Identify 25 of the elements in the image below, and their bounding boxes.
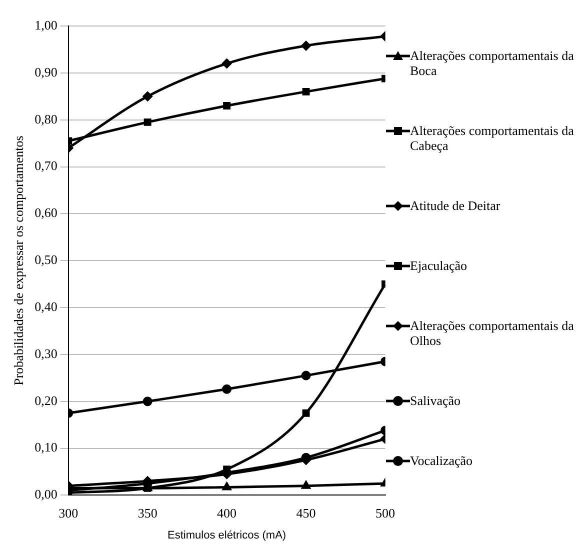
x-tick-label: 500: [376, 505, 395, 520]
y-tick-label: 0,20: [34, 392, 58, 408]
y-tick-label: 0,80: [34, 111, 58, 126]
x-tick-label: 400: [217, 505, 237, 520]
y-tick-label: 0,30: [34, 346, 58, 361]
x-tick-label: 450: [296, 505, 316, 520]
y-tick-label: 1,00: [34, 17, 58, 32]
y-tick-label: 0,00: [34, 486, 58, 502]
legend-label: Atitude de Deitar: [410, 198, 500, 213]
x-tick-label: 300: [58, 505, 78, 520]
y-tick-label: 0,10: [34, 440, 58, 455]
legend-label: Alterações comportamentais da Boca: [410, 48, 575, 78]
legend-label: Salivação: [410, 393, 461, 408]
y-axis-title: Probabilidades de expressar os comportamentos: [11, 136, 26, 386]
y-tick-label: 0,60: [34, 205, 58, 220]
y-tick-label: 0,90: [34, 64, 58, 80]
x-axis-title: Estimulos elétricos (mA): [168, 529, 286, 542]
x-tick-label: 350: [138, 505, 158, 520]
y-tick-label: 0,50: [34, 252, 58, 268]
legend-label: Vocalização: [410, 453, 473, 468]
legend-label: Alterações comportamentais da Olhos: [410, 318, 575, 348]
y-tick-label: 0,70: [34, 158, 58, 174]
y-tick-label: 0,40: [34, 298, 58, 314]
legend-label: Alterações comportamentais da Cabeça: [410, 123, 575, 153]
legend-label: Ejaculação: [410, 258, 468, 273]
